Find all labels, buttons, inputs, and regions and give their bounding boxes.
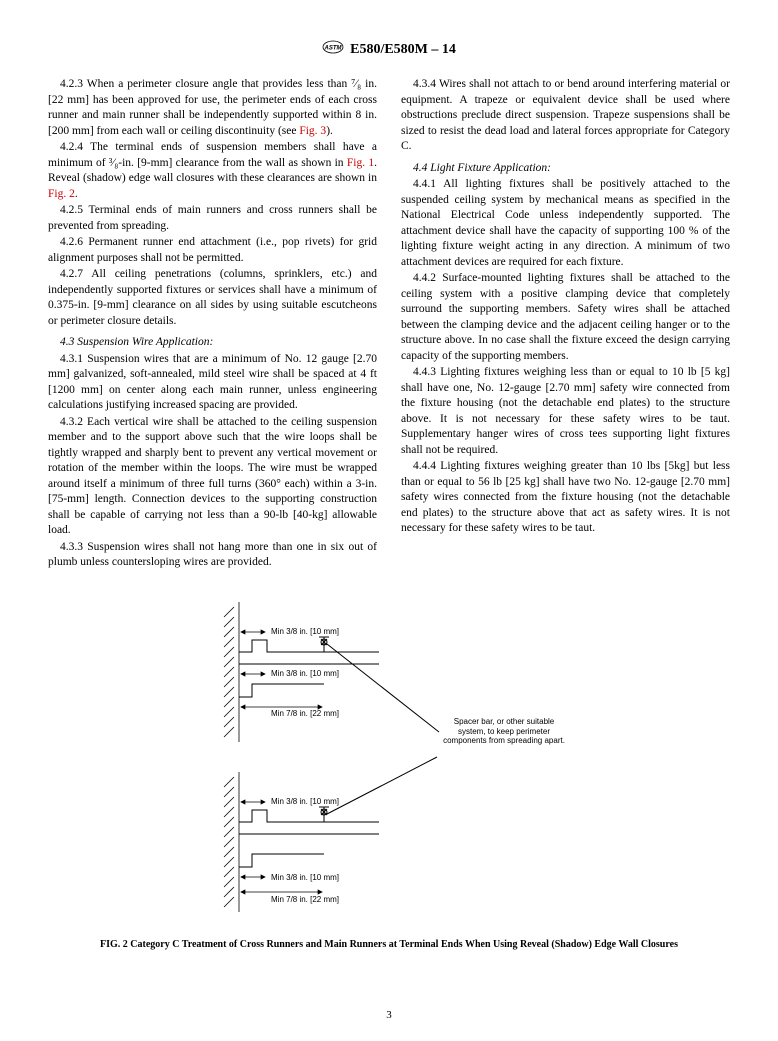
svg-text:ASTM: ASTM xyxy=(324,46,343,52)
figure-2: Min 3/8 in. [10 mm] Min 3/8 in. [10 mm] … xyxy=(48,602,730,950)
fig1-ref: Fig. 1 xyxy=(347,157,374,169)
para-4-2-5: 4.2.5 Terminal ends of main runners and … xyxy=(48,203,377,234)
page-number: 3 xyxy=(386,1009,392,1021)
fig-label-78-b: Min 7/8 in. [22 mm] xyxy=(271,895,339,904)
section-4-4-title: 4.4 Light Fixture Application: xyxy=(401,161,730,177)
fig-label-38-a: Min 3/8 in. [10 mm] xyxy=(271,669,339,678)
para-4-2-6: 4.2.6 Permanent runner end attachment (i… xyxy=(48,235,377,266)
text-columns: 4.2.3 When a perimeter closure angle tha… xyxy=(48,77,730,572)
fig-spacer-label: Spacer bar, or other suitable system, to… xyxy=(439,717,569,746)
para-4-3-4: 4.3.4 Wires shall not attach to or bend … xyxy=(401,77,730,155)
fig2-ref: Fig. 2 xyxy=(48,188,75,200)
right-column: 4.3.4 Wires shall not attach to or bend … xyxy=(401,77,730,572)
fig-label-38-b: Min 3/8 in. [10 mm] xyxy=(271,797,339,806)
fig3-ref: Fig. 3 xyxy=(299,125,326,137)
section-4-3-title: 4.3 Suspension Wire Application: xyxy=(48,335,377,351)
fig-label-38-c: Min 3/8 in. [10 mm] xyxy=(271,873,339,882)
astm-logo-icon: ASTM xyxy=(322,40,344,59)
document-header: ASTM E580/E580M – 14 xyxy=(48,40,730,59)
standard-number: E580/E580M – 14 xyxy=(350,42,456,58)
para-4-4-1: 4.4.1 All lighting fixtures shall be pos… xyxy=(401,177,730,270)
para-4-2-7: 4.2.7 All ceiling penetrations (columns,… xyxy=(48,267,377,329)
para-4-2-3: 4.2.3 When a perimeter closure angle tha… xyxy=(48,77,377,139)
fig-label-top-38: Min 3/8 in. [10 mm] xyxy=(271,627,339,636)
page: ASTM E580/E580M – 14 4.2.3 When a perime… xyxy=(0,0,778,1041)
figure-2-svg: Min 3/8 in. [10 mm] Min 3/8 in. [10 mm] … xyxy=(179,602,599,922)
fig-label-78-a: Min 7/8 in. [22 mm] xyxy=(271,709,339,718)
left-column: 4.2.3 When a perimeter closure angle tha… xyxy=(48,77,377,572)
para-4-3-3: 4.3.3 Suspension wires shall not hang mo… xyxy=(48,540,377,571)
para-4-4-4: 4.4.4 Lighting fixtures weighing greater… xyxy=(401,459,730,537)
para-4-4-2: 4.4.2 Surface-mounted lighting fixtures … xyxy=(401,271,730,364)
para-4-3-2: 4.3.2 Each vertical wire shall be attach… xyxy=(48,415,377,539)
para-4-3-1: 4.3.1 Suspension wires that are a minimu… xyxy=(48,352,377,414)
para-4-2-4: 4.2.4 The terminal ends of suspension me… xyxy=(48,140,377,202)
figure-2-caption: FIG. 2 Category C Treatment of Cross Run… xyxy=(48,939,730,950)
para-4-4-3: 4.4.3 Lighting fixtures weighing less th… xyxy=(401,365,730,458)
